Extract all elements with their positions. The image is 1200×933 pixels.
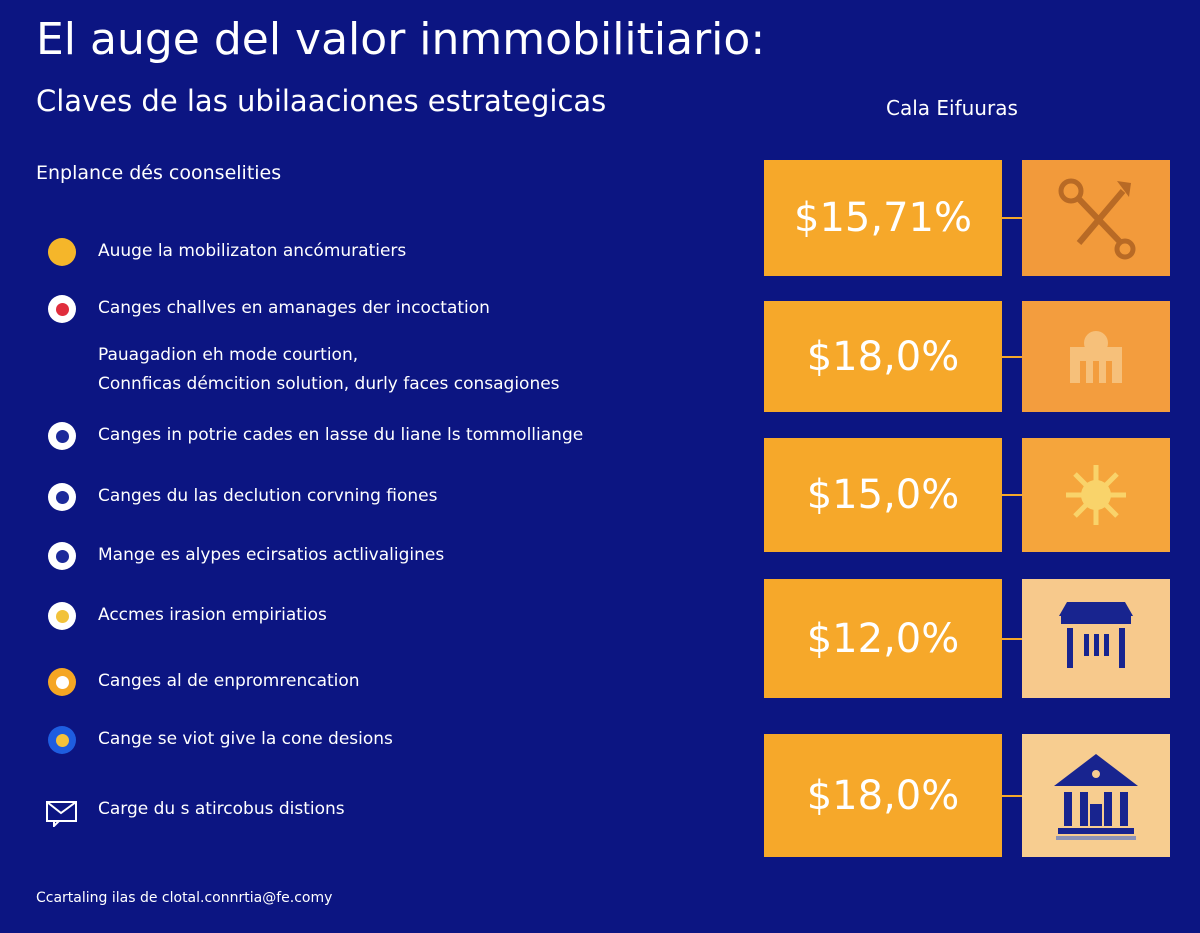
connector <box>1002 355 1022 358</box>
item-icon <box>48 542 76 570</box>
item-text: Canges al de enpromrencation <box>98 671 360 691</box>
list-item: Canges in potrie cades en lasse du liane… <box>98 421 583 450</box>
icon-box <box>1022 579 1170 698</box>
item-text: Mange es alypes ecirsatios actlivaligine… <box>98 545 445 565</box>
subtitle: Claves de las ubilaaciones estrategicas <box>36 84 607 118</box>
list-item: Auuge la mobilizaton ancómuratiers <box>98 237 406 266</box>
icon-box <box>1022 734 1170 857</box>
item-icon <box>48 726 76 754</box>
list-item: Carge du s atircobus distions <box>98 795 345 824</box>
section-heading: Enplance dés coonselities <box>36 162 282 184</box>
item-icon <box>48 668 76 696</box>
connector <box>1002 637 1022 640</box>
icon-box <box>1022 301 1170 412</box>
connector <box>1002 494 1022 496</box>
icon-box <box>1022 160 1170 276</box>
value-card: $18,0% <box>764 734 1002 857</box>
icon-dot <box>55 490 69 504</box>
title: El auge del valor inmmobilitiario: <box>36 14 766 65</box>
mail-svg <box>46 801 77 829</box>
item-icon <box>48 483 76 511</box>
list-item: Cange se viot give la cone desions <box>98 725 393 754</box>
item-text: Canges in potrie cades en lasse du liane… <box>98 425 584 445</box>
icon-dot <box>55 549 69 563</box>
list-item: Pauagadion eh mode courtion, Connficas dé… <box>98 341 560 399</box>
bank-icon <box>1054 753 1138 840</box>
icon-dot <box>55 609 69 623</box>
item-text: Carge du s atircobus distions <box>98 799 345 819</box>
item-text: Connficas démcition solution, durly face… <box>98 374 560 394</box>
icon-dot <box>55 429 69 443</box>
item-text: Auuge la mobilizaton ancómuratiers <box>98 241 407 261</box>
connector <box>1002 794 1022 797</box>
list-item: Canges du las declution corvning fiones <box>98 482 437 511</box>
value-card: $15,0% <box>764 438 1002 552</box>
list-item: Canges al de enpromrencation <box>98 667 360 696</box>
item-icon <box>48 422 76 450</box>
list-item: Mange es alypes ecirsatios actlivaligine… <box>98 541 444 570</box>
connector <box>1002 217 1022 219</box>
temple-icon <box>1070 330 1122 383</box>
item-text: Accmes irasion empiriatios <box>98 605 327 625</box>
list-item: Canges challves en amanages der incoctat… <box>98 294 490 323</box>
tools-icon <box>1058 178 1136 260</box>
icon-box <box>1022 438 1170 552</box>
mail-icon <box>46 801 77 829</box>
value-card: $18,0% <box>764 301 1002 412</box>
item-icon <box>48 602 76 630</box>
item-text: Pauagadion eh mode courtion, <box>98 345 359 365</box>
icon-dot <box>55 245 69 259</box>
gate-icon <box>1059 601 1133 668</box>
item-text: Canges du las declution corvning fiones <box>98 486 438 506</box>
list-item: Accmes irasion empiriatios <box>98 601 327 630</box>
item-icon <box>48 238 76 266</box>
icon-dot <box>55 675 69 689</box>
icon-dot <box>55 302 69 316</box>
item-text: Cange se viot give la cone desions <box>98 729 393 749</box>
value-card: $15,71% <box>764 160 1002 276</box>
icon-dot <box>55 733 69 747</box>
footer: Ccartaling ilas de clotal.connrtia@fe.co… <box>36 890 333 906</box>
item-text: Canges challves en amanages der incoctat… <box>98 298 490 318</box>
item-icon <box>48 295 76 323</box>
side-heading: Cala Eifuuras <box>886 96 1018 120</box>
sun-icon <box>1066 465 1126 525</box>
value-card: $12,0% <box>764 579 1002 698</box>
